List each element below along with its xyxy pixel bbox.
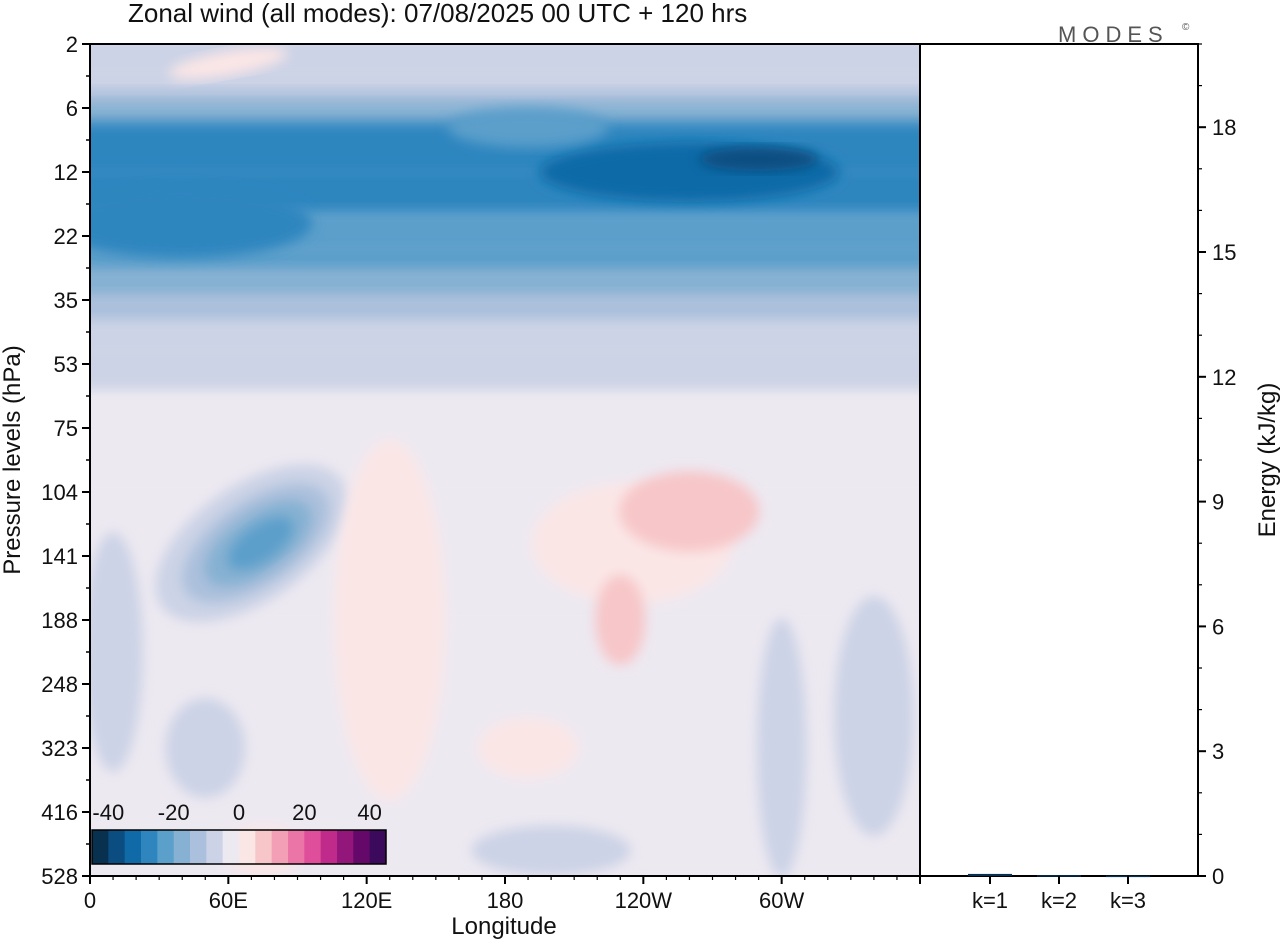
wind-contour [227, 516, 294, 570]
colorbar-tick-label: 20 [292, 800, 316, 825]
x-tick-label: 0 [84, 888, 96, 913]
y-tick-label: 6 [66, 96, 78, 121]
energy-y-tick-label: 18 [1212, 115, 1236, 140]
colorbar-swatch [271, 830, 289, 864]
colorbar-swatch [369, 830, 387, 864]
colorbar-swatch [92, 830, 109, 864]
y-tick-label: 22 [54, 224, 78, 249]
energy-bar-panel: 0 3 6 9 12 15 18 k=1 k=2 k=3 [919, 43, 1236, 913]
wind-contour [334, 440, 445, 800]
wind-contour [90, 188, 313, 259]
y-tick-label: 188 [41, 608, 78, 633]
x-tick-label: 60E [209, 888, 248, 913]
x-axis-label: Longitude [451, 913, 556, 940]
wind-contour [833, 596, 914, 836]
brand-logo: MODES [1058, 22, 1169, 47]
y-tick-label: 104 [41, 480, 78, 505]
wind-contour [698, 147, 819, 172]
wind-contour [478, 718, 579, 778]
y-tick-label: 53 [54, 352, 78, 377]
wind-band [90, 390, 920, 498]
y-tick-label: 248 [41, 672, 78, 697]
energy-y-tick-label: 9 [1212, 490, 1224, 515]
energy-y-tick-label: 12 [1212, 365, 1236, 390]
chart-title: Zonal wind (all modes): 07/08/2025 00 UT… [128, 0, 747, 28]
wind-contour [595, 575, 646, 665]
energy-x-tick-label: k=1 [972, 888, 1008, 913]
y-tick-label: 323 [41, 736, 78, 761]
y-tick-label: 528 [41, 864, 78, 889]
colorbar-swatch [255, 830, 273, 864]
zonal-wind-heatmap: -40 -20 0 20 40 2612223553751041411882483234… [41, 32, 921, 913]
colorbar-tick-label: 40 [357, 800, 381, 825]
energy-y-tick-label: 3 [1212, 739, 1224, 764]
energy-frame [919, 43, 1199, 877]
y-tick-label: 75 [54, 416, 78, 441]
energy-bar [1037, 875, 1081, 877]
energy-x-tick-label: k=3 [1110, 888, 1146, 913]
wind-contour [471, 825, 632, 876]
energy-axis-label: Energy (kJ/kg) [1254, 383, 1280, 538]
colorbar-swatch [288, 830, 305, 864]
wind-contour [165, 698, 246, 798]
colorbar-tick-label: -40 [92, 800, 124, 825]
colorbar-swatch [124, 830, 142, 864]
wind-contour [619, 471, 760, 552]
x-tick-label: 180 [487, 888, 524, 913]
y-axis-label: Pressure levels (hPa) [0, 345, 26, 574]
energy-x-tick-label: k=2 [1041, 888, 1077, 913]
colorbar-swatch [190, 830, 207, 864]
colorbar-swatch [337, 830, 354, 864]
brand-registered-mark: © [1182, 22, 1190, 33]
energy-bar [968, 873, 1012, 876]
x-tick-label: 120W [615, 888, 673, 913]
colorbar-tick-label: 0 [233, 800, 245, 825]
colorbar-swatch [222, 830, 240, 864]
wind-contour [448, 107, 609, 148]
y-tick-label: 12 [54, 160, 78, 185]
colorbar-swatch [239, 830, 256, 864]
energy-y-tick-label: 0 [1212, 864, 1224, 889]
y-tick-label: 35 [54, 288, 78, 313]
colorbar-swatch [141, 830, 158, 864]
wind-contour [756, 618, 807, 876]
y-tick-label: 2 [66, 32, 78, 57]
y-tick-label: 141 [41, 544, 78, 569]
colorbar-swatch [353, 830, 371, 864]
y-tick-label: 416 [41, 800, 78, 825]
wind-contour [169, 47, 288, 79]
colorbar-swatch [173, 830, 191, 864]
energy-y-tick-label: 15 [1212, 240, 1236, 265]
colorbar-swatch [206, 830, 224, 864]
colorbar-swatch [320, 830, 338, 864]
colorbar-swatch [304, 830, 322, 864]
energy-y-tick-label: 6 [1212, 614, 1224, 639]
colorbar-frame [91, 829, 387, 865]
colorbar-swatch [108, 830, 126, 864]
wind-contour [90, 532, 144, 772]
colorbar-swatch [157, 830, 175, 864]
x-tick-label: 60W [759, 888, 804, 913]
colorbar-tick-label: -20 [158, 800, 190, 825]
x-tick-label: 120E [341, 888, 392, 913]
